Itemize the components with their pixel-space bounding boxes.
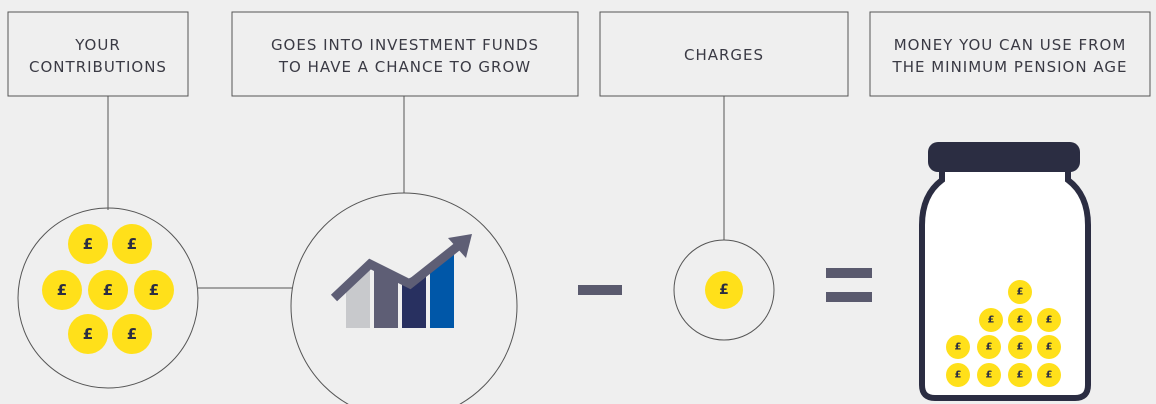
coin bbox=[705, 271, 743, 309]
growth-icon bbox=[330, 234, 472, 328]
coin bbox=[977, 335, 1001, 359]
arrow-head bbox=[448, 234, 472, 258]
coin-symbol: £ bbox=[955, 342, 962, 353]
coin-symbol: £ bbox=[83, 235, 93, 253]
box-label: GOES INTO INVESTMENT FUNDS TO HAVE A CHAN… bbox=[271, 36, 539, 76]
coin bbox=[1008, 280, 1032, 304]
box-label: MONEY YOU CAN USE FROM THE MINIMUM PENSIO… bbox=[892, 36, 1128, 76]
coin bbox=[134, 270, 174, 310]
coin bbox=[977, 363, 1001, 387]
coin bbox=[88, 270, 128, 310]
bar bbox=[374, 268, 398, 328]
coin-symbol: £ bbox=[103, 281, 113, 299]
coin bbox=[1008, 308, 1032, 332]
coin-symbol: £ bbox=[127, 325, 137, 343]
coin-symbol: £ bbox=[1017, 315, 1024, 326]
coin bbox=[946, 335, 970, 359]
coin-symbol: £ bbox=[719, 282, 729, 298]
box-label: YOUR CONTRIBUTIONS bbox=[29, 36, 167, 76]
coin bbox=[946, 363, 970, 387]
minus-sign bbox=[578, 285, 622, 295]
circle bbox=[673, 239, 775, 341]
coin bbox=[1037, 308, 1061, 332]
coin-symbol: £ bbox=[988, 315, 995, 326]
coin bbox=[68, 314, 108, 354]
jar-lid bbox=[928, 142, 1080, 172]
coin bbox=[1037, 363, 1061, 387]
coin-symbol: £ bbox=[955, 370, 962, 381]
jar bbox=[919, 165, 1091, 401]
coin-symbol: £ bbox=[1046, 315, 1053, 326]
coin-symbol: £ bbox=[1017, 370, 1024, 381]
connectors bbox=[7, 11, 1151, 404]
box bbox=[231, 11, 579, 97]
bar bbox=[430, 250, 454, 328]
bar bbox=[346, 270, 370, 328]
box-label: CHARGES bbox=[684, 46, 764, 64]
coin bbox=[979, 308, 1003, 332]
coin bbox=[112, 224, 152, 264]
circle bbox=[17, 207, 199, 389]
coin-symbol: £ bbox=[149, 281, 159, 299]
equals-sign bbox=[826, 268, 872, 278]
circle bbox=[290, 192, 518, 404]
equals-sign bbox=[826, 292, 872, 302]
trend-arrow bbox=[330, 242, 461, 302]
coin-symbol: £ bbox=[1017, 287, 1024, 298]
coin-symbol: £ bbox=[1046, 342, 1053, 353]
coin-symbol: £ bbox=[57, 281, 67, 299]
coin-symbol: £ bbox=[127, 235, 137, 253]
coin bbox=[1008, 335, 1032, 359]
coin-symbol: £ bbox=[986, 342, 993, 353]
coin bbox=[68, 224, 108, 264]
coin bbox=[112, 314, 152, 354]
coin bbox=[1008, 363, 1032, 387]
box bbox=[869, 11, 1151, 97]
coin-symbol: £ bbox=[1017, 342, 1024, 353]
coin bbox=[1037, 335, 1061, 359]
coin-symbol: £ bbox=[1046, 370, 1053, 381]
coin-symbol: £ bbox=[83, 325, 93, 343]
coin bbox=[42, 270, 82, 310]
box bbox=[7, 11, 189, 97]
coin-symbol: £ bbox=[986, 370, 993, 381]
